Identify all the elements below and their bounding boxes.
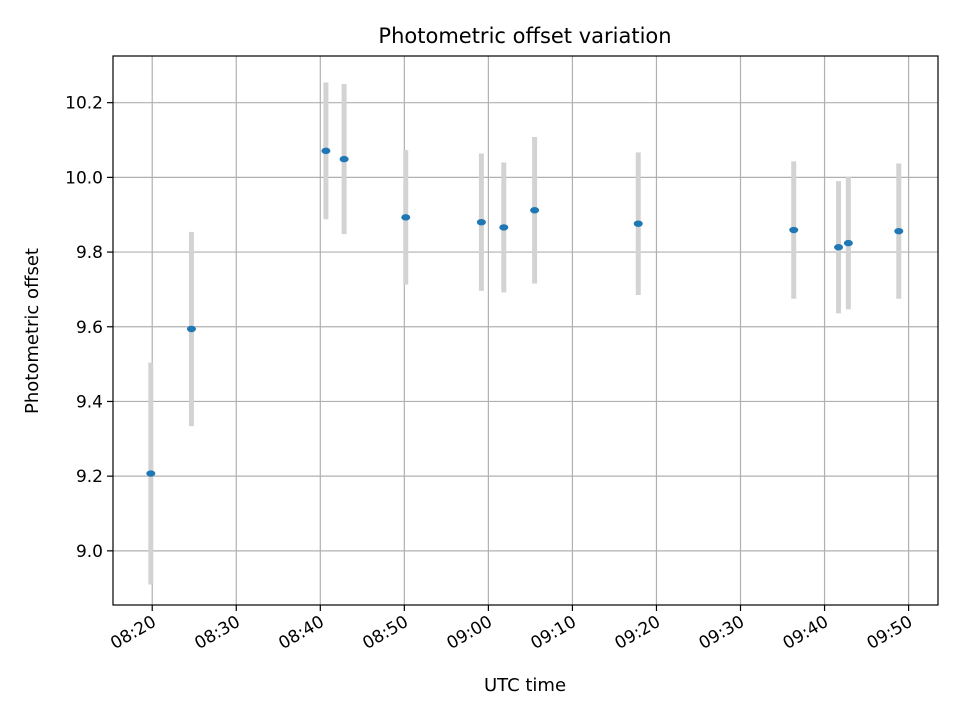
data-point: [186, 325, 196, 333]
y-tick-label: 9.2: [76, 467, 103, 487]
x-tick-label: 09:50: [864, 612, 916, 654]
data-point: [834, 244, 844, 251]
x-tick-label: 09:10: [527, 612, 579, 654]
data-points: [146, 147, 904, 477]
y-tick-label: 9.6: [76, 318, 103, 338]
data-point: [476, 218, 486, 226]
chart-title: Photometric offset variation: [378, 24, 671, 48]
data-point: [401, 214, 411, 221]
x-tick-label: 08:20: [107, 612, 159, 654]
x-axis-ticks: 08:20 08:30 08:40 08:50 09:00 09:10 09:20 09:30…: [107, 605, 916, 654]
data-point: [499, 224, 509, 231]
x-tick-label: 09:00: [443, 612, 495, 654]
data-point: [894, 227, 904, 235]
y-tick-label: 9.4: [76, 392, 103, 412]
x-tick-label: 08:40: [275, 612, 327, 654]
x-tick-label: 09:40: [780, 612, 832, 654]
y-axis-ticks: 9.0 9.2 9.4 9.6 9.8 10.0 10.2: [65, 94, 113, 562]
x-tick-label: 08:50: [359, 612, 411, 654]
data-point: [843, 239, 853, 247]
data-point: [321, 147, 331, 155]
x-axis-label: UTC time: [484, 675, 566, 696]
data-point: [789, 226, 799, 234]
plot-area-frame: [112, 55, 939, 606]
x-tick-label: 08:30: [191, 612, 243, 654]
y-axis-label: Photometric offset: [22, 248, 43, 414]
y-tick-label: 10.2: [65, 94, 103, 114]
data-point: [339, 155, 349, 163]
data-point: [633, 220, 643, 227]
x-tick-label: 09:30: [696, 612, 748, 654]
data-point: [530, 207, 540, 214]
x-tick-label: 09:20: [612, 612, 664, 654]
y-gridlines: [113, 102, 938, 552]
error-bars: [148, 82, 902, 585]
x-gridlines: [151, 56, 910, 605]
y-tick-label: 9.8: [76, 243, 103, 263]
y-tick-label: 10.0: [65, 168, 103, 188]
data-point: [146, 470, 156, 477]
y-tick-label: 9.0: [76, 542, 103, 562]
